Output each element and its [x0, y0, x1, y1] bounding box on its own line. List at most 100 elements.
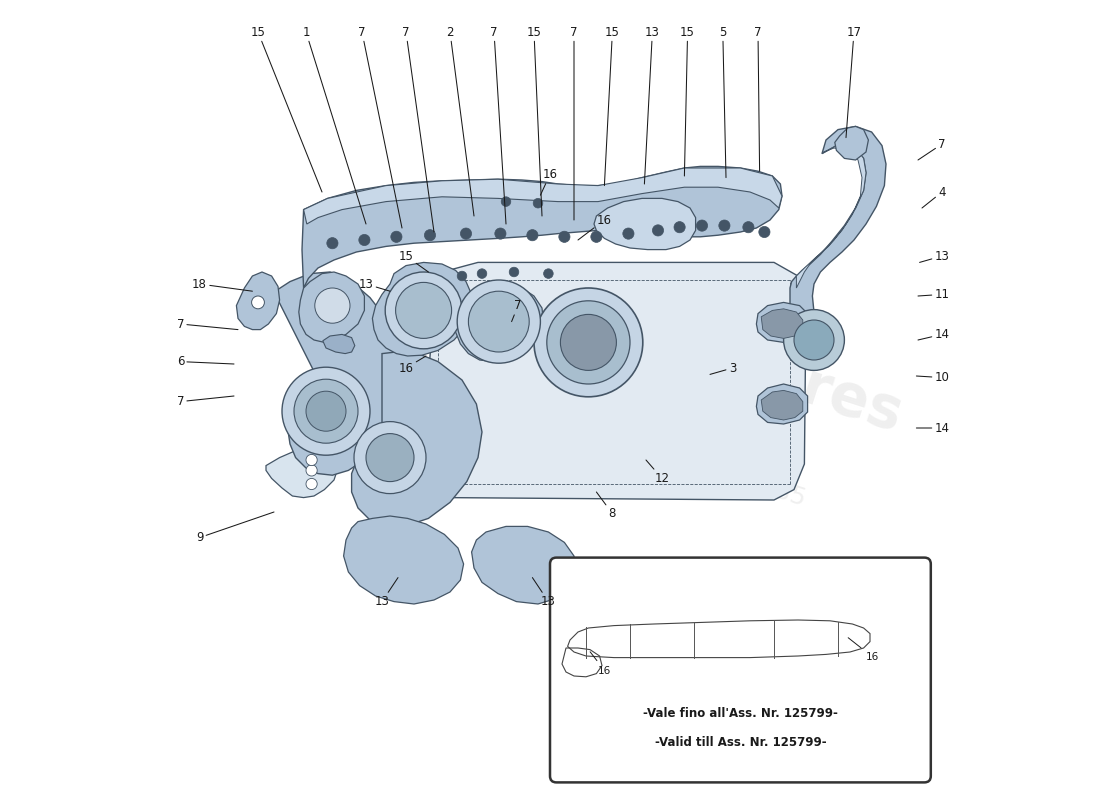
Circle shape	[534, 288, 642, 397]
Circle shape	[469, 291, 529, 352]
Circle shape	[502, 197, 510, 206]
Text: 7: 7	[177, 395, 234, 408]
Text: 13: 13	[359, 278, 390, 291]
Circle shape	[509, 267, 519, 277]
Text: 16: 16	[398, 356, 426, 374]
Circle shape	[547, 301, 630, 384]
Polygon shape	[343, 516, 463, 604]
Text: 16: 16	[578, 214, 612, 240]
Text: 16: 16	[540, 168, 558, 195]
Polygon shape	[757, 384, 807, 424]
Polygon shape	[304, 168, 782, 224]
Circle shape	[759, 226, 770, 238]
Circle shape	[652, 225, 663, 236]
Text: 7: 7	[570, 26, 578, 220]
Circle shape	[359, 234, 370, 246]
Polygon shape	[796, 144, 866, 288]
Text: 14: 14	[918, 328, 949, 341]
Text: 6: 6	[177, 355, 234, 368]
Text: 7: 7	[755, 26, 761, 171]
Text: 13: 13	[375, 578, 398, 608]
Text: 15: 15	[251, 26, 322, 192]
Polygon shape	[761, 390, 803, 420]
Circle shape	[495, 228, 506, 239]
Text: 7: 7	[403, 26, 434, 232]
Circle shape	[783, 310, 845, 370]
Circle shape	[306, 478, 317, 490]
Circle shape	[559, 231, 570, 242]
Text: -Valid till Ass. Nr. 125799-: -Valid till Ass. Nr. 125799-	[654, 736, 826, 749]
Text: 4: 4	[922, 186, 946, 208]
Polygon shape	[236, 272, 279, 330]
Polygon shape	[299, 272, 364, 342]
Text: 13: 13	[645, 26, 660, 184]
Circle shape	[742, 222, 754, 233]
Text: 15: 15	[604, 26, 619, 186]
Circle shape	[718, 220, 730, 231]
Text: 7: 7	[491, 26, 506, 224]
Circle shape	[527, 230, 538, 241]
Polygon shape	[472, 526, 575, 604]
Text: 15: 15	[680, 26, 695, 176]
Polygon shape	[454, 283, 543, 362]
Circle shape	[306, 454, 317, 466]
Circle shape	[294, 379, 358, 443]
Circle shape	[306, 391, 346, 431]
Text: 16: 16	[590, 652, 612, 675]
Circle shape	[315, 288, 350, 323]
Text: eurospares: eurospares	[541, 276, 911, 444]
Circle shape	[396, 282, 452, 338]
Circle shape	[794, 320, 834, 360]
Polygon shape	[274, 272, 402, 475]
Text: 12: 12	[646, 460, 670, 485]
FancyBboxPatch shape	[550, 558, 931, 782]
Text: 2: 2	[447, 26, 474, 216]
Polygon shape	[302, 166, 782, 288]
Polygon shape	[352, 350, 482, 526]
Text: -Vale fino all'Ass. Nr. 125799-: -Vale fino all'Ass. Nr. 125799-	[644, 707, 838, 720]
Text: 14: 14	[916, 422, 949, 434]
Text: 17: 17	[846, 26, 861, 138]
Circle shape	[282, 367, 370, 455]
Circle shape	[390, 231, 402, 242]
Text: 8: 8	[596, 492, 616, 520]
Polygon shape	[422, 262, 806, 500]
Circle shape	[458, 280, 540, 363]
Circle shape	[366, 434, 414, 482]
Text: 9: 9	[196, 512, 274, 544]
Polygon shape	[373, 262, 472, 356]
Circle shape	[458, 271, 466, 281]
Text: 11: 11	[918, 288, 949, 301]
Polygon shape	[761, 309, 803, 338]
Text: 7: 7	[512, 299, 521, 322]
Polygon shape	[790, 126, 886, 356]
Circle shape	[623, 228, 634, 239]
Circle shape	[477, 269, 487, 278]
Text: 10: 10	[916, 371, 949, 384]
Text: 18: 18	[192, 278, 252, 291]
Text: 15: 15	[527, 26, 542, 216]
Circle shape	[385, 272, 462, 349]
Text: a passion for 1985: a passion for 1985	[580, 417, 808, 511]
Circle shape	[534, 198, 542, 208]
Circle shape	[461, 228, 472, 239]
Circle shape	[306, 465, 317, 476]
Text: 5: 5	[719, 26, 726, 178]
Text: 7: 7	[918, 138, 946, 160]
Circle shape	[327, 238, 338, 249]
Polygon shape	[835, 126, 868, 160]
Circle shape	[425, 230, 436, 241]
Text: 13: 13	[532, 578, 556, 608]
Text: 7: 7	[359, 26, 402, 228]
Text: 1: 1	[302, 26, 366, 224]
Circle shape	[560, 314, 616, 370]
Text: 16: 16	[848, 638, 879, 662]
Circle shape	[543, 269, 553, 278]
Circle shape	[252, 296, 264, 309]
Polygon shape	[757, 302, 807, 342]
Text: 15: 15	[398, 250, 428, 272]
Text: 3: 3	[710, 362, 736, 374]
Polygon shape	[322, 334, 355, 354]
Polygon shape	[266, 446, 338, 498]
Circle shape	[674, 222, 685, 233]
